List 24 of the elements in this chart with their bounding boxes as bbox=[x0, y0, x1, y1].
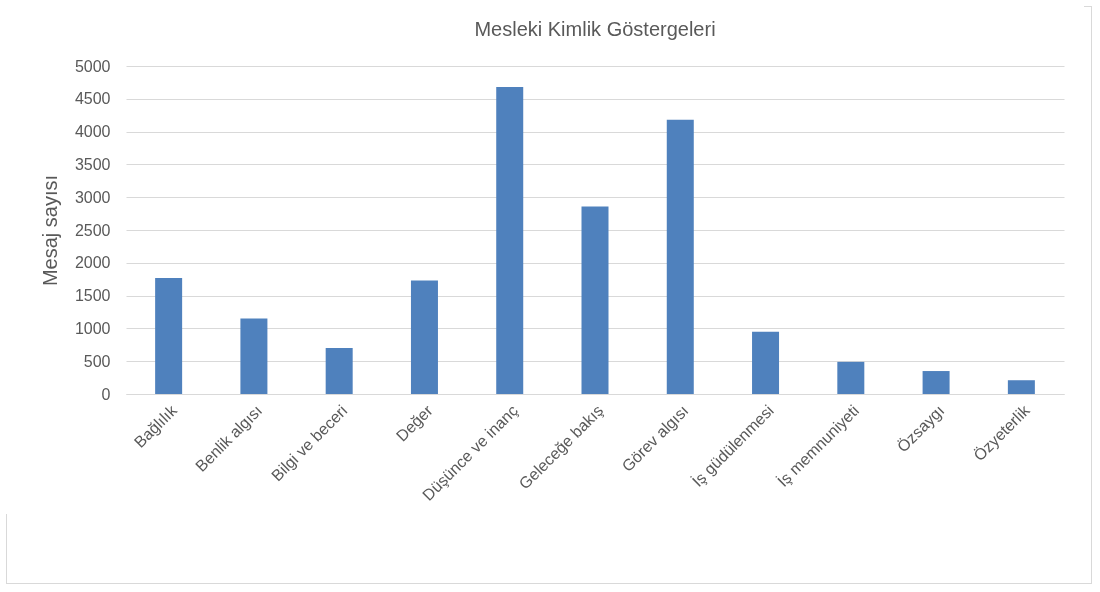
bar bbox=[752, 331, 780, 394]
y-tick-label: 3500 bbox=[74, 155, 111, 173]
y-tick-label: 4000 bbox=[74, 123, 111, 141]
chart-title: Mesleki Kimlik Göstergeleri bbox=[474, 18, 716, 40]
y-tick-label: 1500 bbox=[74, 287, 111, 305]
bar bbox=[240, 318, 268, 394]
y-tick-label: 1000 bbox=[74, 319, 111, 337]
bar bbox=[496, 86, 524, 394]
bar bbox=[837, 361, 865, 394]
bar bbox=[581, 206, 609, 394]
bar bbox=[1007, 380, 1035, 394]
bar bbox=[155, 277, 183, 394]
y-tick-label: 2000 bbox=[74, 254, 111, 272]
bar bbox=[410, 280, 438, 394]
bar bbox=[922, 371, 950, 394]
y-tick-label: 3000 bbox=[74, 188, 111, 206]
y-axis-title: Mesaj sayısı bbox=[38, 174, 61, 287]
y-tick-label: 0 bbox=[101, 385, 111, 403]
bar bbox=[325, 348, 353, 394]
y-tick-label: 500 bbox=[83, 352, 111, 370]
y-tick-label: 5000 bbox=[74, 57, 111, 75]
y-tick-label: 4500 bbox=[74, 90, 111, 108]
bar bbox=[666, 119, 694, 394]
y-tick-label: 2500 bbox=[74, 221, 111, 239]
